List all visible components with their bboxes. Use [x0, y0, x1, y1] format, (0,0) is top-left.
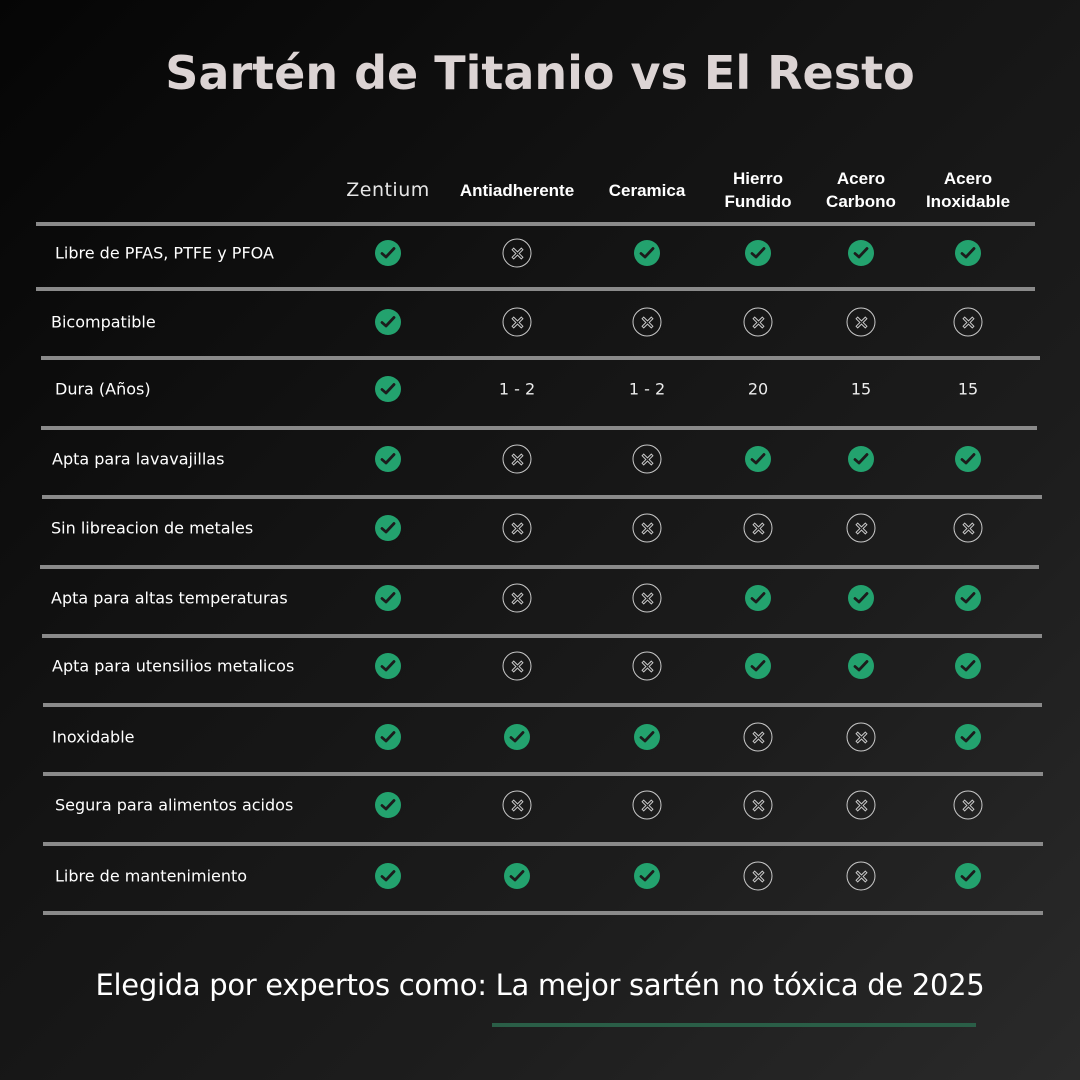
check-circle-icon — [375, 309, 401, 335]
check-circle-icon — [504, 724, 530, 750]
row-divider — [42, 634, 1042, 638]
row-divider — [40, 565, 1039, 569]
cell-value: 15 — [850, 379, 872, 399]
row-label: Dura (Años) — [55, 379, 151, 399]
row-label: Sin libreacion de metales — [51, 518, 254, 538]
check-circle-icon — [375, 863, 401, 889]
x-circle-icon — [846, 861, 876, 891]
cell-value: 1 - 2 — [628, 379, 666, 399]
check-circle-icon — [375, 515, 401, 541]
row-divider — [43, 772, 1043, 776]
check-circle-icon — [375, 376, 401, 402]
check-circle-icon — [634, 724, 660, 750]
x-circle-icon — [743, 790, 773, 820]
check-circle-icon — [745, 446, 771, 472]
row-divider — [41, 356, 1040, 360]
row-label: Segura para alimentos acidos — [55, 795, 294, 815]
cell-value: 15 — [957, 379, 979, 399]
column-header-ceramica: Ceramica — [608, 180, 686, 200]
check-circle-icon — [634, 240, 660, 266]
table-cell: 1 - 2 — [629, 380, 665, 399]
cell-value: 1 - 2 — [498, 379, 536, 399]
check-circle-icon — [848, 446, 874, 472]
table-cell: 1 - 2 — [499, 380, 535, 399]
x-circle-icon — [953, 790, 983, 820]
check-circle-icon — [745, 653, 771, 679]
row-divider — [41, 426, 1037, 430]
row-divider — [42, 495, 1042, 499]
check-circle-icon — [848, 585, 874, 611]
check-circle-icon — [955, 863, 981, 889]
x-circle-icon — [502, 583, 532, 613]
row-label: Apta para utensilios metalicos — [52, 656, 295, 676]
x-circle-icon — [632, 790, 662, 820]
column-header-zentium: Zentium — [346, 178, 430, 201]
x-circle-icon — [743, 722, 773, 752]
row-divider — [43, 911, 1043, 915]
check-circle-icon — [745, 240, 771, 266]
x-circle-icon — [953, 307, 983, 337]
column-header-acero-inoxidable: Acero Inoxidable — [925, 169, 1011, 211]
row-label: Libre de PFAS, PTFE y PFOA — [55, 243, 274, 263]
row-label: Bicompatible — [51, 312, 156, 332]
x-circle-icon — [846, 307, 876, 337]
table-cell: 15 — [851, 380, 871, 399]
x-circle-icon — [846, 722, 876, 752]
column-header-antiadherente: Antiadherente — [459, 180, 575, 200]
x-circle-icon — [743, 307, 773, 337]
row-divider — [36, 222, 1035, 226]
row-label: Libre de mantenimiento — [55, 866, 248, 886]
x-circle-icon — [632, 444, 662, 474]
check-circle-icon — [375, 792, 401, 818]
check-circle-icon — [375, 724, 401, 750]
row-divider — [43, 842, 1043, 846]
table-header: Zentium Antiadherente Ceramica Hierro Fundi… — [0, 160, 1080, 220]
x-circle-icon — [846, 513, 876, 543]
check-circle-icon — [955, 446, 981, 472]
check-circle-icon — [375, 446, 401, 472]
x-circle-icon — [502, 238, 532, 268]
x-circle-icon — [743, 513, 773, 543]
row-label: Inoxidable — [52, 727, 135, 747]
table-cell: 15 — [958, 380, 978, 399]
row-divider — [43, 703, 1042, 707]
footer-underline — [492, 1023, 976, 1027]
check-circle-icon — [848, 653, 874, 679]
x-circle-icon — [632, 583, 662, 613]
table-cell: 20 — [748, 380, 768, 399]
check-circle-icon — [375, 240, 401, 266]
x-circle-icon — [846, 790, 876, 820]
check-circle-icon — [375, 653, 401, 679]
check-circle-icon — [955, 240, 981, 266]
x-circle-icon — [502, 444, 532, 474]
x-circle-icon — [502, 651, 532, 681]
check-circle-icon — [375, 585, 401, 611]
row-label: Apta para lavavajillas — [52, 449, 225, 469]
x-circle-icon — [502, 307, 532, 337]
page-title: Sartén de Titanio vs El Resto — [165, 46, 915, 100]
x-circle-icon — [502, 790, 532, 820]
row-label: Apta para altas temperaturas — [51, 588, 288, 608]
check-circle-icon — [848, 240, 874, 266]
check-circle-icon — [955, 724, 981, 750]
check-circle-icon — [634, 863, 660, 889]
x-circle-icon — [743, 861, 773, 891]
row-divider — [36, 287, 1035, 291]
x-circle-icon — [632, 307, 662, 337]
footer-tagline: Elegida por expertos como: La mejor sart… — [95, 968, 985, 1002]
check-circle-icon — [745, 585, 771, 611]
x-circle-icon — [632, 651, 662, 681]
x-circle-icon — [953, 513, 983, 543]
check-circle-icon — [504, 863, 530, 889]
column-header-acero-carbono: Acero Carbono — [826, 169, 896, 211]
x-circle-icon — [502, 513, 532, 543]
cell-value: 20 — [747, 379, 769, 399]
x-circle-icon — [632, 513, 662, 543]
check-circle-icon — [955, 653, 981, 679]
check-circle-icon — [955, 585, 981, 611]
column-header-hierro-fundido: Hierro Fundido — [724, 169, 792, 211]
